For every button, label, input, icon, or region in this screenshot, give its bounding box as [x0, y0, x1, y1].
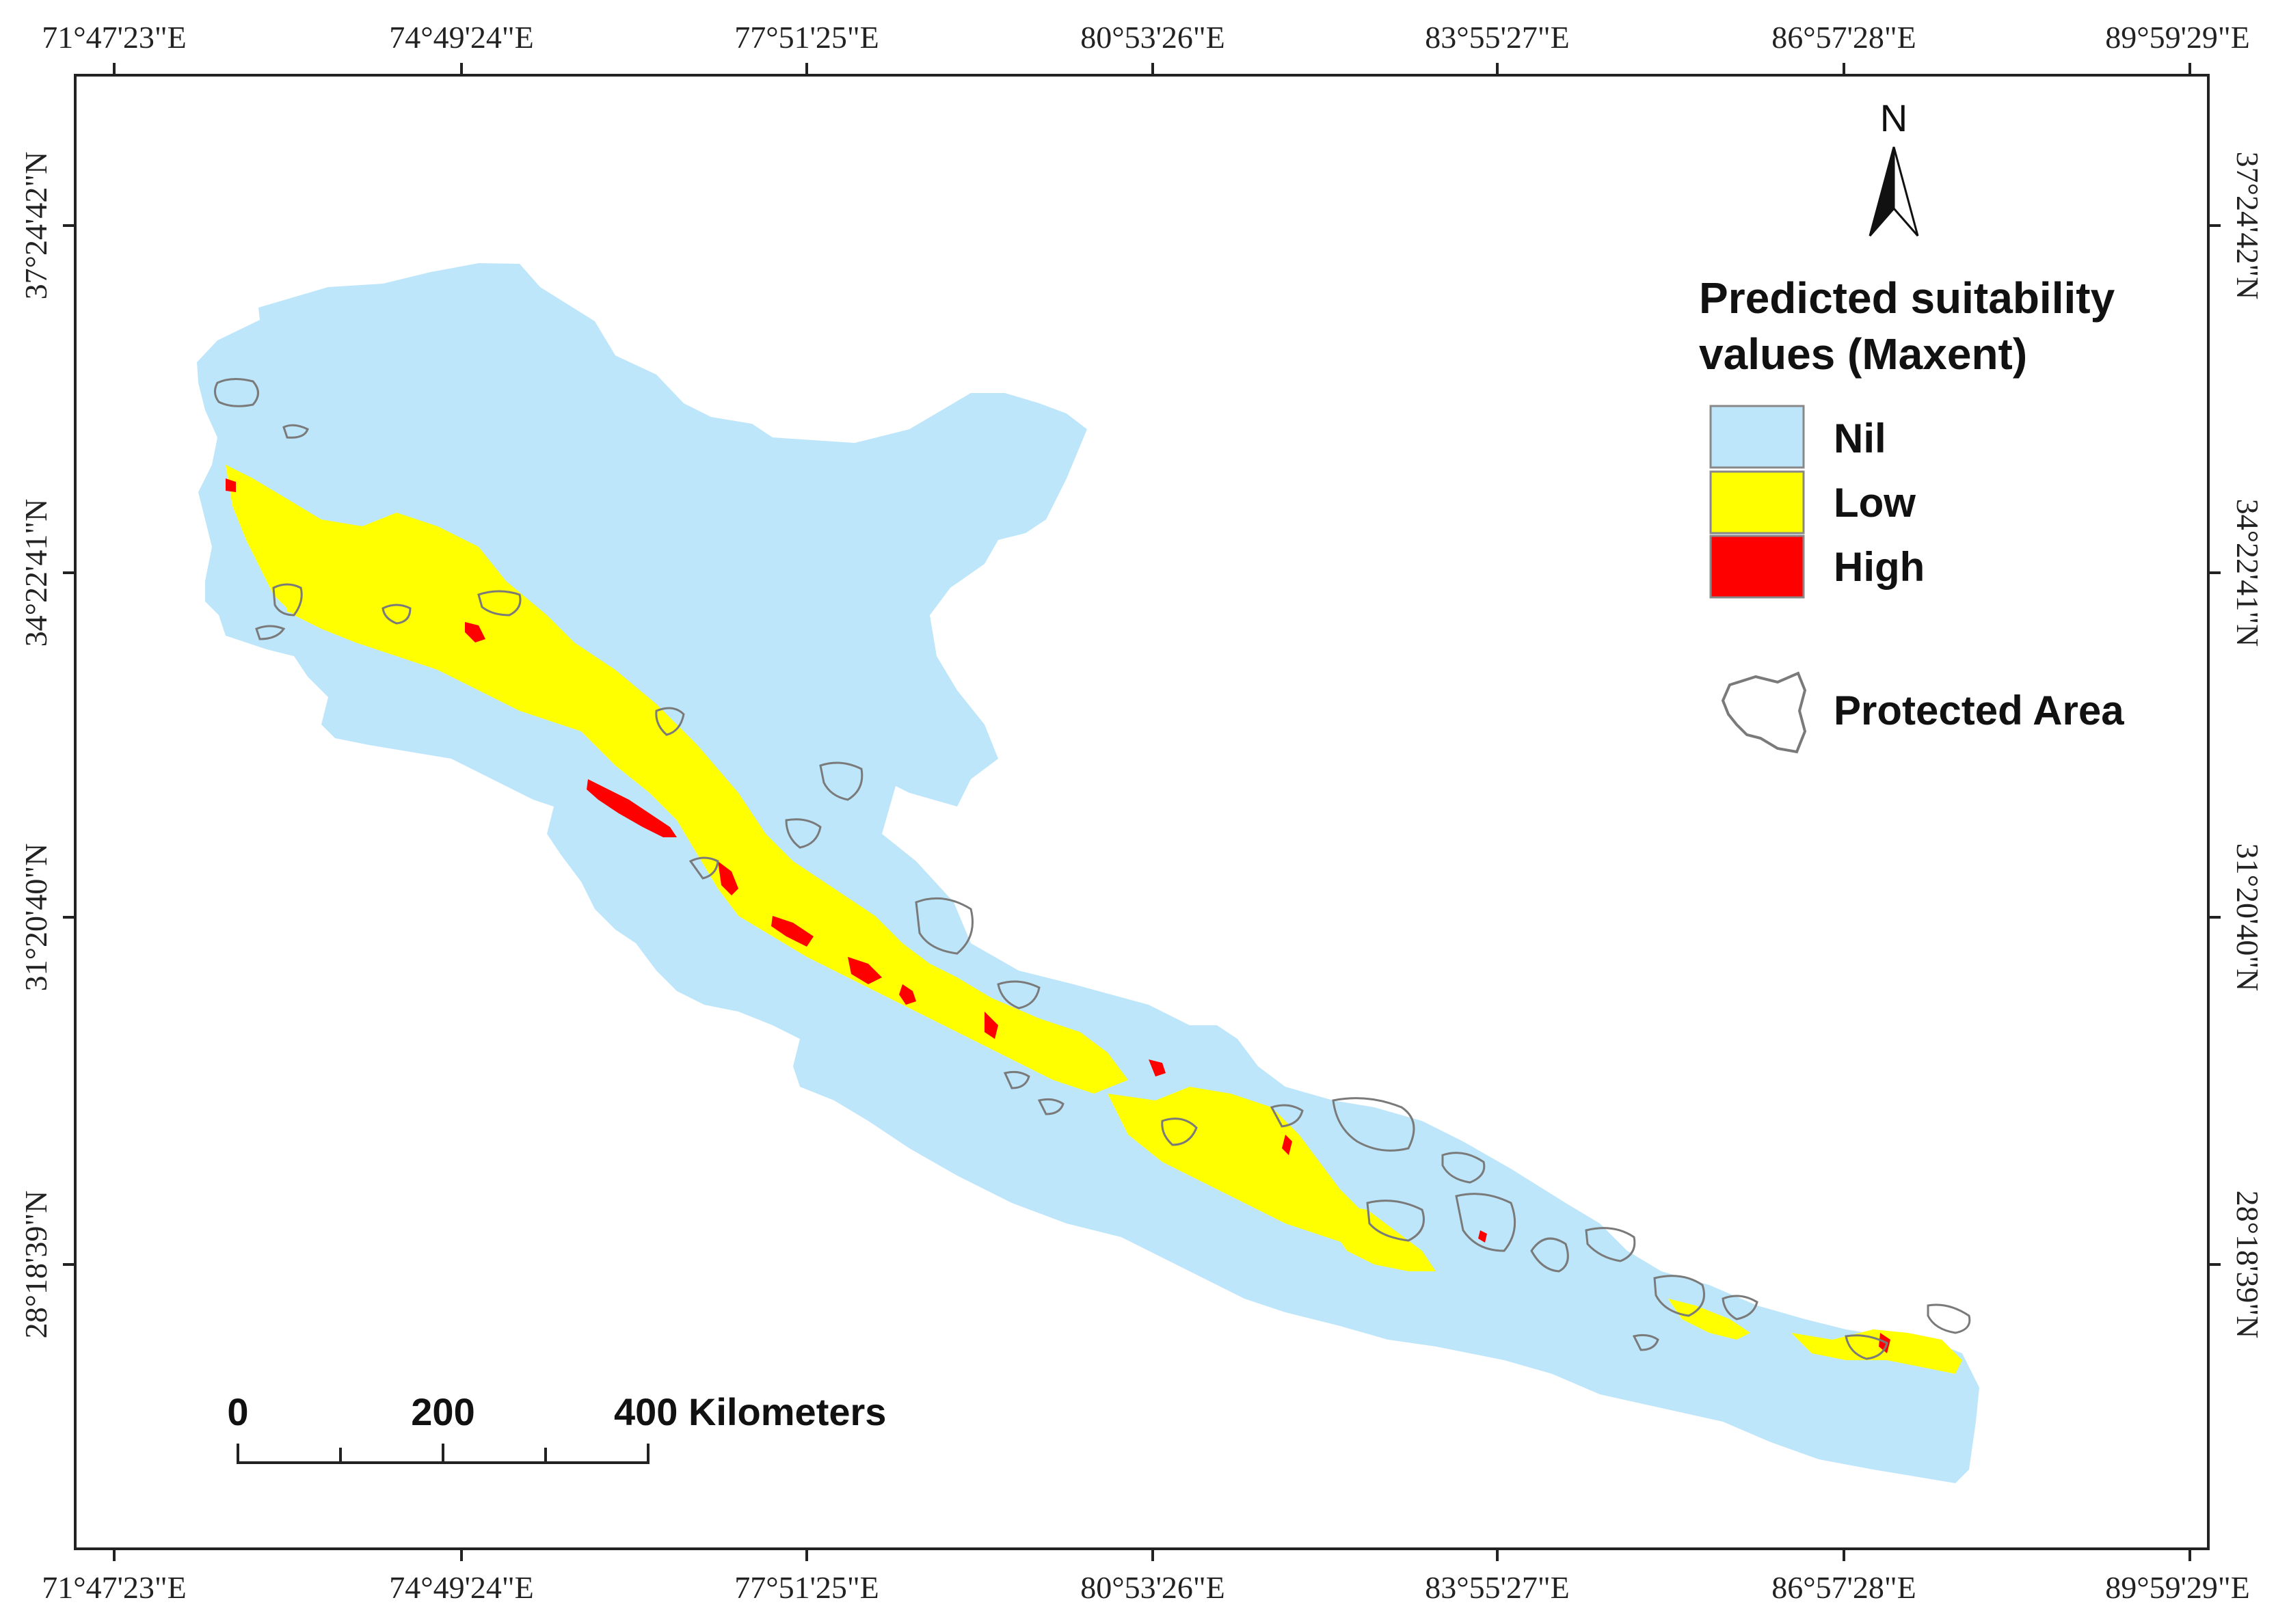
legend-swatch-nil [1709, 405, 1805, 469]
scale-label-200: 200 [411, 1390, 474, 1433]
scale-label-400: 400 Kilometers [614, 1390, 886, 1433]
right-tick-label: 31°20'40"N [2230, 843, 2265, 992]
bottom-tick-label: 74°49'24"E [389, 1570, 534, 1605]
legend-title-line1: Predicted suitability [1699, 273, 2115, 323]
top-tick-label: 86°57'28"E [1771, 20, 1916, 55]
protected-area-icon [1721, 671, 1807, 754]
scale-bar [237, 1444, 650, 1464]
left-tick-label: 34°22'41"N [18, 499, 53, 647]
legend: Predicted suitability values (Maxent) Ni… [1699, 273, 2124, 754]
legend-label-low: Low [1834, 480, 1916, 526]
bottom-tick-label: 89°59'29"E [2105, 1570, 2250, 1605]
left-tick-label: 37°24'42"N [18, 152, 53, 300]
bottom-tick-label: 77°51'25"E [734, 1570, 879, 1605]
legend-swatch-high [1709, 534, 1805, 599]
bottom-tick-label: 80°53'26"E [1080, 1570, 1225, 1605]
right-tick-label: 37°24'42"N [2230, 152, 2265, 300]
top-tick-label: 77°51'25"E [734, 20, 879, 55]
left-tick-label: 28°18'39"N [18, 1191, 53, 1339]
bottom-tick-marks [113, 1549, 2191, 1561]
top-tick-marks [113, 63, 2191, 75]
high-suitability-zones [226, 478, 1890, 1353]
right-tick-label: 34°22'41"N [2230, 499, 2265, 647]
map-frame [74, 74, 2210, 1550]
bottom-tick-label: 83°55'27"E [1425, 1570, 1570, 1605]
top-tick-label: 71°47'23"E [42, 20, 187, 55]
bottom-tick-label: 86°57'28"E [1771, 1570, 1916, 1605]
legend-label-high: High [1834, 544, 1925, 590]
north-arrow-label: N [1880, 96, 1908, 139]
top-tick-label: 89°59'29"E [2105, 20, 2250, 55]
study-region [197, 263, 1979, 1483]
side-tick-marks [63, 224, 2221, 1266]
legend-label-protected-area: Protected Area [1834, 688, 2124, 733]
top-tick-label: 80°53'26"E [1080, 20, 1225, 55]
bottom-tick-label: 71°47'23"E [42, 1570, 187, 1605]
scale-label-0: 0 [227, 1390, 248, 1433]
legend-title-line2: values (Maxent) [1699, 329, 2027, 379]
left-tick-label: 31°20'40"N [18, 843, 53, 992]
legend-swatch-low [1709, 470, 1805, 534]
legend-label-nil: Nil [1834, 416, 1886, 461]
top-tick-label: 74°49'24"E [389, 20, 534, 55]
low-suitability-zones [226, 465, 1962, 1374]
protected-areas [214, 378, 1971, 1360]
top-tick-label: 83°55'27"E [1425, 20, 1570, 55]
north-arrow-icon [1869, 146, 1919, 236]
right-tick-label: 28°18'39"N [2230, 1191, 2265, 1339]
